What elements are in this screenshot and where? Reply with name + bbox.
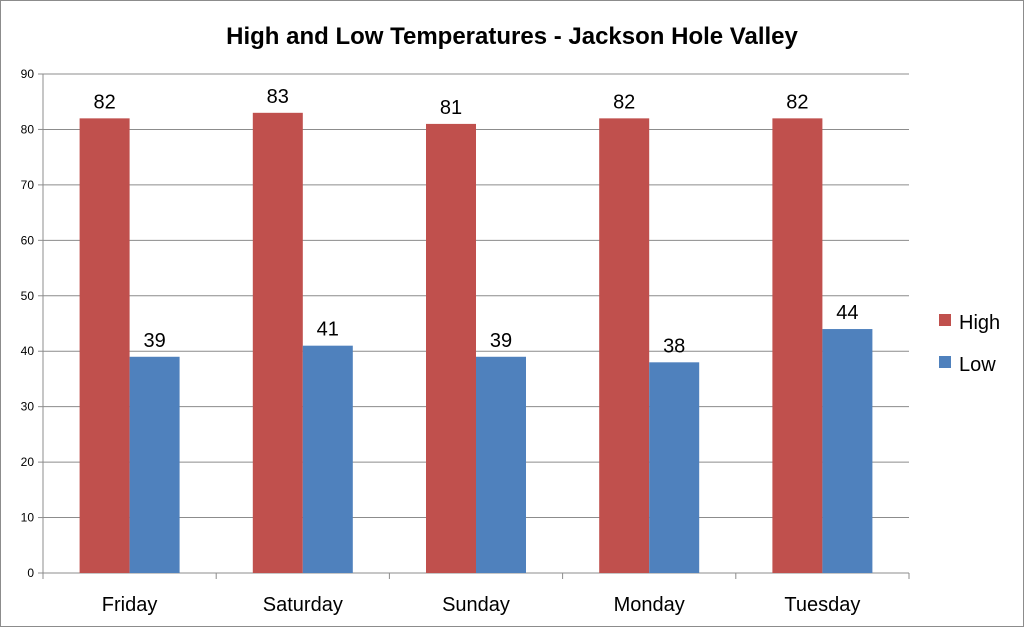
- x-category-label: Tuesday: [784, 594, 860, 616]
- bar-high: [599, 118, 650, 573]
- legend-swatch-high: [939, 314, 951, 326]
- x-category-label: Monday: [614, 594, 685, 616]
- bar-high: [252, 112, 303, 574]
- bar-low: [822, 329, 873, 573]
- data-label: 38: [663, 335, 685, 357]
- y-tick-label: 40: [21, 344, 35, 358]
- x-category-label: Sunday: [442, 594, 510, 616]
- y-tick-label: 80: [21, 122, 35, 136]
- legend-label-high: High: [959, 312, 1000, 334]
- data-label: 82: [93, 91, 115, 113]
- data-label: 82: [613, 91, 635, 113]
- data-label: 82: [786, 91, 808, 113]
- y-tick-label: 70: [21, 178, 35, 192]
- data-label: 39: [490, 330, 512, 352]
- x-category-label: Saturday: [263, 594, 343, 616]
- data-label: 44: [836, 302, 858, 324]
- y-tick-label: 90: [21, 67, 35, 81]
- y-tick-label: 0: [27, 566, 34, 580]
- legend-swatch-low: [939, 356, 951, 368]
- data-label: 81: [440, 97, 462, 119]
- bar-low: [649, 362, 700, 573]
- bar-low: [129, 356, 180, 573]
- data-label: 39: [143, 330, 165, 352]
- y-tick-label: 10: [21, 511, 35, 525]
- y-tick-label: 30: [21, 400, 35, 414]
- chart-title: High and Low Temperatures - Jackson Hole…: [226, 23, 798, 50]
- bar-low: [476, 356, 526, 573]
- data-label: 83: [267, 86, 289, 108]
- y-tick-label: 20: [21, 455, 35, 469]
- bar-high: [426, 123, 476, 574]
- bar-low: [302, 345, 353, 573]
- y-tick-label: 60: [21, 233, 35, 247]
- bar-high: [79, 118, 130, 573]
- data-label: 41: [317, 319, 339, 341]
- legend-label-low: Low: [959, 354, 996, 376]
- y-tick-label: 50: [21, 289, 35, 303]
- bar-high: [772, 118, 823, 573]
- x-category-label: Friday: [102, 594, 158, 616]
